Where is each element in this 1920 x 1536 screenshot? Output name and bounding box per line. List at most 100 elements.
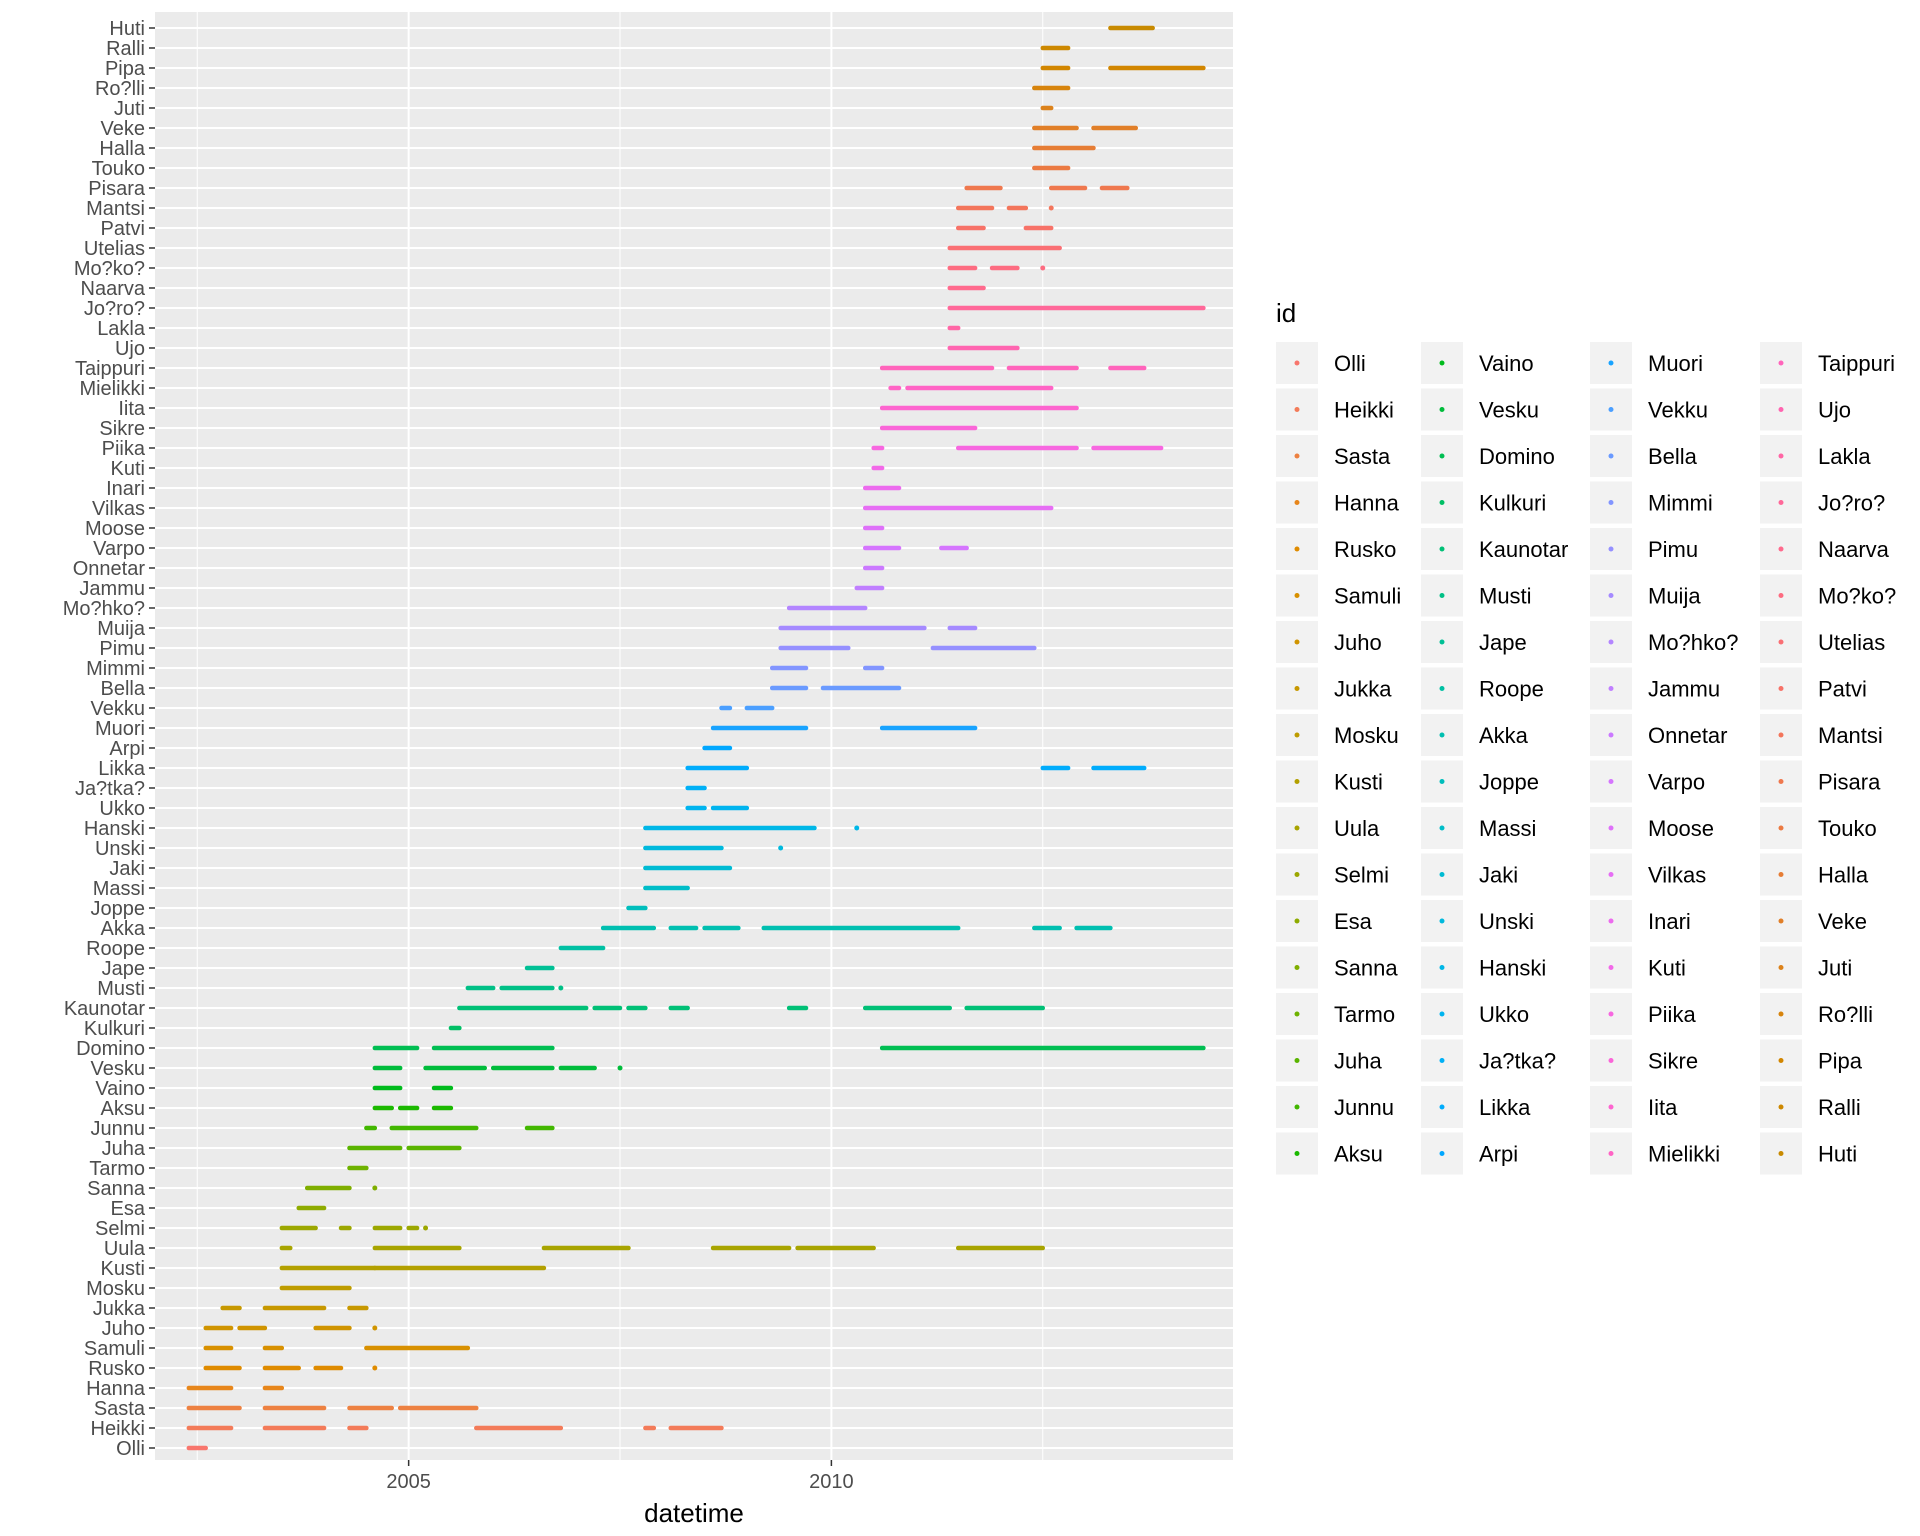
legend-item: Vekku (1590, 388, 1708, 431)
legend-item: Varpo (1590, 760, 1705, 803)
legend-label: Jo?ro? (1818, 491, 1885, 516)
y-tick-label: Pisara (88, 178, 146, 200)
legend-item: Mosku (1276, 714, 1399, 756)
y-tick-label: Samuli (84, 1338, 145, 1360)
legend-item: Lakla (1760, 435, 1871, 477)
legend-item: Utelias (1760, 621, 1885, 663)
legend-label: Juha (1334, 1049, 1382, 1074)
y-tick-label: Ro?lli (95, 78, 145, 100)
legend-swatch (1608, 1011, 1614, 1017)
data-point (372, 1185, 378, 1191)
legend-label: Taippuri (1818, 351, 1895, 376)
legend-item: Kulkuri (1421, 481, 1546, 524)
y-tick-label: Ukko (99, 798, 145, 820)
legend-label: Domino (1479, 444, 1555, 469)
legend-label: Halla (1818, 863, 1869, 888)
legend-item: Patvi (1760, 667, 1867, 710)
legend-item: Pisara (1760, 760, 1881, 803)
legend-label: Veke (1818, 909, 1867, 934)
legend-item: Sasta (1276, 435, 1391, 477)
legend-item: Massi (1421, 807, 1536, 849)
legend-swatch (1439, 732, 1445, 738)
legend-item: Esa (1276, 900, 1373, 942)
legend-swatch (1778, 872, 1784, 877)
legend-item: Arpi (1421, 1132, 1518, 1175)
y-tick-label: Arpi (109, 738, 145, 760)
legend-swatch (1778, 360, 1784, 366)
legend-swatch (1778, 453, 1784, 459)
series-mantsi (955, 205, 1054, 211)
y-tick-label: Muori (95, 718, 145, 740)
legend: Olli Heikki Sasta Hanna Rusko Samuli Juho Jukka… (1276, 342, 1896, 1175)
legend-item: Ja?tka? (1421, 1039, 1556, 1082)
legend-label: Unski (1479, 909, 1534, 934)
series-selmi (279, 1225, 429, 1231)
y-tick-label: Onnetar (73, 558, 146, 580)
legend-item: Sanna (1276, 946, 1398, 989)
legend-item: Naarva (1760, 528, 1890, 570)
y-tick-label: Uula (104, 1238, 146, 1260)
legend-swatch (1608, 546, 1614, 552)
legend-swatch (1608, 1058, 1614, 1063)
legend-label: Ja?tka? (1479, 1049, 1556, 1074)
legend-item: Tarmo (1276, 993, 1395, 1035)
y-tick-label: Naarva (81, 278, 146, 300)
y-tick-label: Mimmi (86, 658, 145, 680)
y-tick-label: Huti (109, 18, 145, 40)
legend-swatch (1294, 1151, 1300, 1156)
legend-swatch (1608, 360, 1614, 366)
y-tick-label: Kaunotar (64, 998, 146, 1020)
legend-item: Kuti (1590, 946, 1686, 989)
y-tick-label: Musti (97, 978, 145, 1000)
y-tick-label: Unski (95, 838, 145, 860)
legend-swatch (1294, 1011, 1300, 1017)
y-tick-label: Aksu (101, 1098, 145, 1120)
legend-label: Heikki (1334, 398, 1394, 423)
legend-label: Jape (1479, 630, 1527, 655)
series-mo-ko- (947, 265, 1046, 271)
legend-label: Arpi (1479, 1142, 1518, 1167)
legend-label: Ro?lli (1818, 1002, 1873, 1027)
y-tick-label: Vilkas (92, 498, 145, 520)
x-tick-label: 2005 (386, 1471, 431, 1493)
legend-label: Vaino (1479, 351, 1534, 376)
y-tick-label: Olli (116, 1438, 145, 1460)
y-tick-label: Iita (118, 398, 146, 420)
legend-item: Mantsi (1760, 714, 1883, 756)
y-tick-label: Ja?tka? (75, 778, 145, 800)
legend-swatch (1608, 732, 1614, 738)
legend-swatch (1608, 918, 1614, 924)
series-unski (643, 845, 784, 851)
legend-label: Akka (1479, 723, 1529, 748)
legend-swatch (1608, 1151, 1614, 1156)
legend-item: Roope (1421, 667, 1544, 710)
legend-label: Iita (1648, 1095, 1678, 1120)
legend-label: Aksu (1334, 1142, 1383, 1167)
legend-label: Roope (1479, 677, 1544, 702)
data-point (423, 1225, 429, 1231)
legend-item: Juti (1760, 946, 1852, 989)
legend-swatch (1608, 965, 1614, 970)
legend-swatch (1778, 593, 1784, 598)
y-tick-label: Taippuri (75, 358, 145, 380)
legend-item: Taippuri (1760, 342, 1895, 384)
legend-label: Vesku (1479, 398, 1539, 423)
legend-swatch (1439, 360, 1445, 366)
legend-swatch (1294, 639, 1300, 645)
data-point (854, 825, 860, 831)
legend-label: Kulkuri (1479, 491, 1546, 516)
legend-swatch (1294, 546, 1300, 552)
legend-label: Mo?hko? (1648, 630, 1739, 655)
y-tick-label: Vaino (95, 1078, 145, 1100)
legend-label: Varpo (1648, 770, 1705, 795)
legend-label: Sanna (1334, 956, 1398, 981)
y-tick-label: Veke (101, 118, 145, 140)
series-juho (203, 1325, 378, 1331)
legend-label: Olli (1334, 351, 1366, 376)
y-tick-label: Esa (111, 1198, 146, 1220)
legend-item: Domino (1421, 435, 1555, 477)
legend-item: Piika (1590, 993, 1696, 1035)
legend-item: Ujo (1760, 388, 1851, 431)
y-tick-label: Vesku (91, 1058, 145, 1080)
legend-item: Juha (1276, 1039, 1382, 1082)
